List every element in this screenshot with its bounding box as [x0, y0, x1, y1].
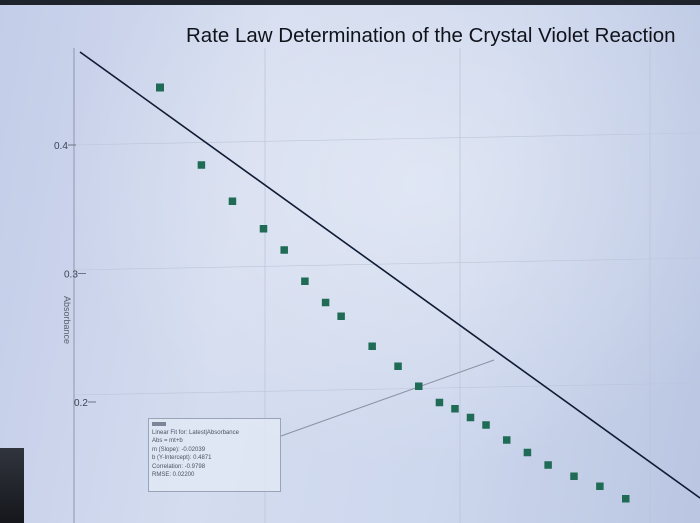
- data-point[interactable]: [622, 495, 630, 503]
- data-point[interactable]: [502, 436, 511, 444]
- y-tick-label: 0.3: [64, 270, 78, 281]
- fit-annotation-leader: [280, 359, 495, 437]
- data-point[interactable]: [570, 472, 578, 481]
- data-point[interactable]: [394, 362, 402, 371]
- linear-fit-line[interactable]: [79, 51, 700, 499]
- fit-slope: m (Slope): -0.02039: [152, 446, 206, 453]
- chart-title: Rate Law Determination of the Crystal Vi…: [186, 24, 676, 47]
- fit-rmse: RMSE: 0.02200: [152, 472, 195, 479]
- data-point[interactable]: [280, 246, 288, 254]
- fit-swatch: [152, 422, 166, 426]
- data-point[interactable]: [435, 398, 444, 407]
- fit-label: Linear Fit for: Latest|Absorbance: [152, 430, 239, 436]
- monitor-bezel: [0, 448, 24, 523]
- grid-line-horizontal: [73, 132, 700, 146]
- data-point[interactable]: [523, 448, 532, 457]
- data-point[interactable]: [596, 482, 604, 491]
- linear-fit-annotation[interactable]: Linear Fit for: Latest|Absorbance Abs = …: [148, 418, 281, 492]
- data-point[interactable]: [259, 225, 268, 233]
- grid-lines: [73, 48, 700, 523]
- data-point[interactable]: [301, 277, 309, 286]
- fit-equation: Abs = mt+b: [152, 438, 183, 445]
- data-point[interactable]: [466, 413, 475, 422]
- screen-top-edge: [0, 0, 700, 5]
- fit-intercept: b (Y-Intercept): 0.4871: [152, 455, 212, 462]
- fit-correlation: Correlation: -0.9798: [152, 463, 206, 470]
- data-point[interactable]: [544, 461, 552, 469]
- grid-line-horizontal: [73, 382, 700, 396]
- y-tick-label: 0.2: [74, 398, 88, 409]
- data-point[interactable]: [321, 298, 330, 307]
- data-point[interactable]: [451, 405, 459, 413]
- y-ticks: 0.40.30.20.1: [54, 141, 96, 409]
- data-point[interactable]: [337, 312, 345, 321]
- data-point[interactable]: [368, 342, 376, 351]
- data-point[interactable]: [197, 161, 206, 169]
- y-axis-label: Absorbance: [62, 296, 72, 344]
- data-point[interactable]: [228, 197, 237, 206]
- data-point[interactable]: [156, 83, 164, 92]
- data-point[interactable]: [482, 421, 490, 429]
- data-point[interactable]: [415, 382, 423, 391]
- y-tick-label: 0.4: [54, 141, 68, 152]
- grid-line-horizontal: [73, 257, 700, 271]
- data-points: [156, 83, 630, 503]
